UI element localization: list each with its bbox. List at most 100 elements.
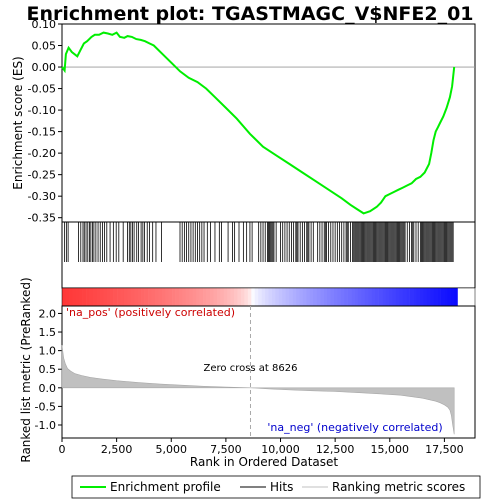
- ranking-metric-area: [61, 344, 455, 435]
- es-y-tick-label: -0.25: [28, 169, 56, 182]
- heat-band-cell: [237, 288, 242, 306]
- heat-band-cell: [86, 288, 90, 306]
- positive-correlation-label: 'na_pos' (positively correlated): [66, 306, 235, 319]
- heat-band-cell: [240, 288, 245, 306]
- heat-band-cell: [123, 288, 128, 306]
- heat-band-cell: [137, 288, 142, 306]
- enrichment-profile-line: [61, 31, 456, 215]
- heat-band-cell: [258, 288, 262, 306]
- heat-band-cell: [426, 288, 431, 306]
- chart-title: Enrichment plot: TGASTMAGC_V$NFE2_01: [26, 3, 473, 25]
- heat-band-cell: [261, 288, 266, 306]
- heat-band-cell: [278, 288, 283, 306]
- es-y-tick-label: -0.05: [28, 83, 56, 96]
- heat-band-cell: [158, 288, 163, 306]
- heat-band-cell: [189, 288, 194, 306]
- heat-band-cell: [220, 288, 225, 306]
- es-y-tick-label: 0.10: [32, 18, 57, 31]
- heat-band-cell: [251, 288, 256, 306]
- heat-band-cell: [103, 288, 108, 306]
- heat-band-cell: [419, 288, 424, 306]
- legend-metric-label: Ranking metric scores: [332, 480, 465, 494]
- heat-band-cell: [444, 288, 448, 306]
- heat-band-cell: [68, 288, 73, 306]
- heat-band-cell: [196, 288, 200, 306]
- heat-band-cell: [141, 288, 145, 306]
- heat-band-cell: [192, 288, 197, 306]
- heat-band-cell: [79, 288, 83, 306]
- es-y-tick-label: -0.35: [28, 212, 56, 225]
- heat-band-cell: [361, 288, 366, 306]
- heat-band-cell: [309, 288, 314, 306]
- heat-band-cell: [209, 288, 214, 306]
- metric-y-tick-label: -1.0: [35, 419, 56, 432]
- heat-band-cell: [106, 288, 111, 306]
- heat-band-cell: [461, 288, 465, 306]
- heat-band-cell: [468, 288, 472, 306]
- heat-band-cell: [271, 288, 276, 306]
- heat-band-cell: [320, 288, 324, 306]
- es-y-tick-label: -0.15: [28, 126, 56, 139]
- heat-band-cell: [127, 288, 132, 306]
- heat-band-cell: [203, 288, 207, 306]
- heat-band-cell: [244, 288, 249, 306]
- heat-band-cell: [375, 288, 379, 306]
- heat-band-cell: [199, 288, 204, 306]
- heat-band-cell: [275, 288, 280, 306]
- es-y-tick-label: 0.05: [32, 40, 57, 53]
- legend-hits-label: Hits: [270, 480, 293, 494]
- heat-band-cell: [175, 288, 180, 306]
- heat-band-cell: [382, 288, 386, 306]
- heat-band-cell: [161, 288, 166, 306]
- heat-band-cell: [430, 288, 434, 306]
- heat-band-cell: [364, 288, 369, 306]
- heat-band-cell: [330, 288, 335, 306]
- heat-band-cell: [179, 288, 183, 306]
- heat-band-cell: [354, 288, 359, 306]
- heat-band-cell: [347, 288, 352, 306]
- x-tick-label: 12,500: [316, 443, 355, 456]
- rank-heat-band: [62, 288, 476, 306]
- heat-band-cell: [89, 288, 94, 306]
- heat-band-cell: [433, 288, 438, 306]
- negative-correlation-label: 'na_neg' (negatively correlated): [267, 421, 442, 434]
- heat-band-cell: [268, 288, 273, 306]
- heat-band-cell: [388, 288, 393, 306]
- legend-enrichment-label: Enrichment profile: [110, 480, 221, 494]
- heat-band-cell: [285, 288, 290, 306]
- heat-band-cell: [223, 288, 228, 306]
- heat-band-cell: [395, 288, 400, 306]
- heat-band-cell: [254, 288, 259, 306]
- heat-band-cell: [154, 288, 159, 306]
- heat-band-cell: [96, 288, 101, 306]
- heat-band-cell: [289, 288, 293, 306]
- heat-band-cell: [82, 288, 87, 306]
- heat-band-cell: [316, 288, 321, 306]
- heat-band-cell: [357, 288, 362, 306]
- heat-band-cell: [413, 288, 417, 306]
- heat-band-cell: [62, 288, 66, 306]
- heat-band-cell: [144, 288, 149, 306]
- heat-band-cell: [371, 288, 376, 306]
- heat-band-cell: [402, 288, 407, 306]
- legend-frame: [71, 475, 481, 499]
- heat-band-cell: [450, 288, 455, 306]
- heat-band-cell: [333, 288, 338, 306]
- es-y-label: Enrichment score (ES): [11, 56, 25, 189]
- legend: Enrichment profile Hits Ranking metric s…: [71, 475, 481, 499]
- heat-band-cell: [227, 288, 231, 306]
- heat-band-cell: [216, 288, 221, 306]
- metric-y-tick-label: 0.0: [39, 382, 57, 395]
- metric-y-tick-label: 0.5: [39, 363, 57, 376]
- heat-band-cell: [344, 288, 348, 306]
- es-y-tick-label: -0.20: [28, 147, 56, 160]
- heat-band-cell: [110, 288, 114, 306]
- heat-band-cell: [230, 288, 235, 306]
- heat-band-cell: [296, 288, 300, 306]
- x-tick-label: 15,000: [371, 443, 410, 456]
- es-y-tick-label: 0.00: [32, 61, 57, 74]
- x-tick-label: 17,500: [425, 443, 464, 456]
- heat-band-cell: [213, 288, 218, 306]
- heat-band-cell: [340, 288, 345, 306]
- heat-band-cell: [313, 288, 317, 306]
